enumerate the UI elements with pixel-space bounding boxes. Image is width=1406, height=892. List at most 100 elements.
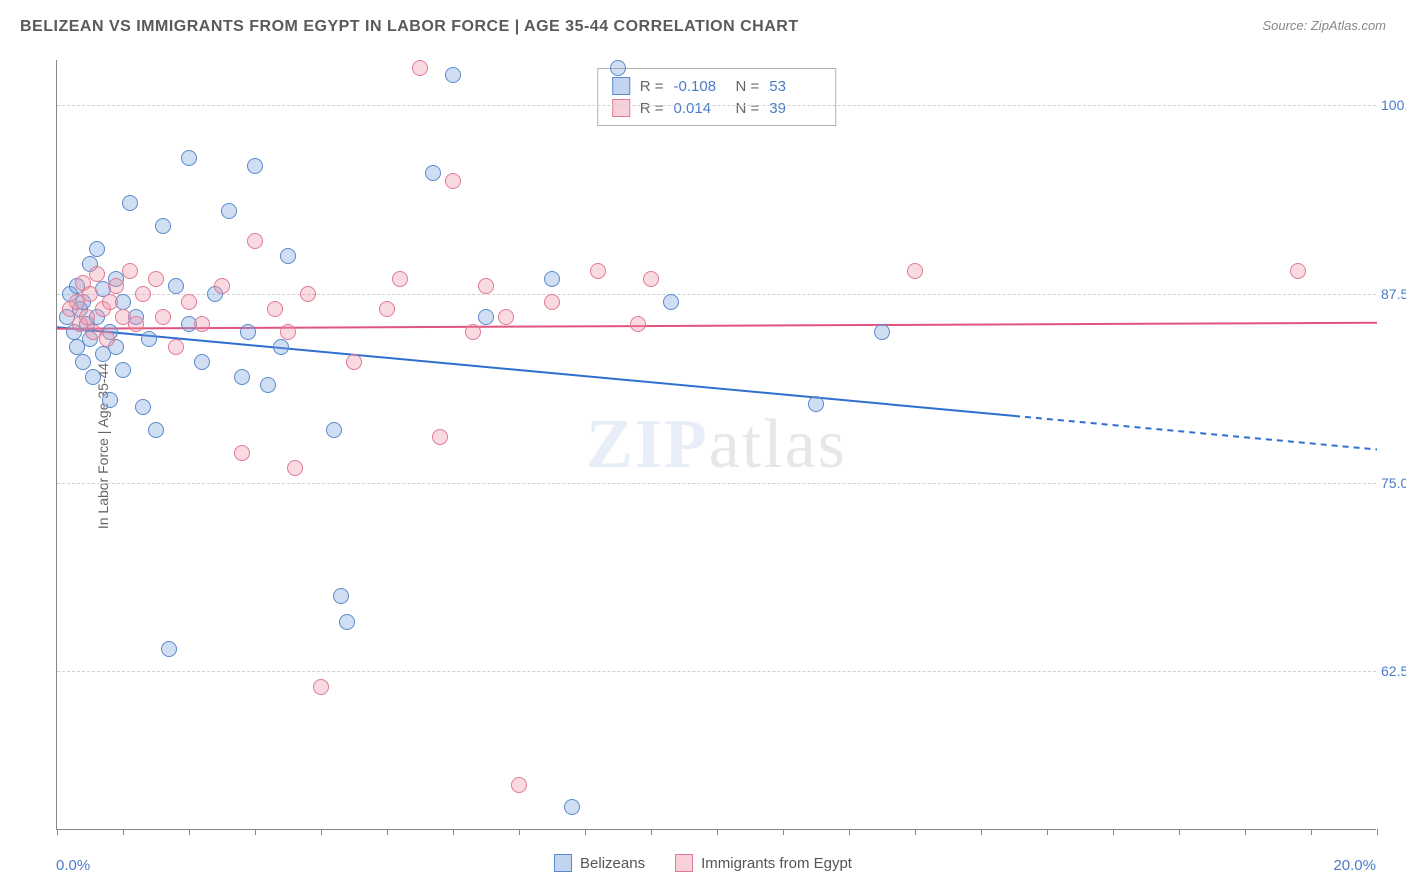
data-point — [247, 233, 263, 249]
n-label: N = — [736, 78, 760, 95]
data-point — [630, 316, 646, 332]
data-point — [333, 588, 349, 604]
data-point — [465, 324, 481, 340]
x-tick — [1245, 829, 1246, 835]
data-point — [643, 271, 659, 287]
data-point — [287, 460, 303, 476]
data-point — [300, 286, 316, 302]
data-point — [221, 203, 237, 219]
data-point — [168, 278, 184, 294]
gridline — [57, 294, 1376, 295]
legend-stats: R =-0.108N =53R =0.014N =39 — [597, 68, 837, 126]
data-point — [313, 679, 329, 695]
data-point — [260, 377, 276, 393]
r-label: R = — [640, 100, 664, 117]
data-point — [122, 263, 138, 279]
x-tick — [321, 829, 322, 835]
r-value: -0.108 — [674, 78, 726, 95]
x-axis-min-label: 0.0% — [56, 857, 90, 874]
x-tick — [1179, 829, 1180, 835]
chart-container: BELIZEAN VS IMMIGRANTS FROM EGYPT IN LAB… — [0, 0, 1406, 892]
x-axis-max-label: 20.0% — [1333, 857, 1376, 874]
n-value: 39 — [769, 100, 821, 117]
data-point — [75, 354, 91, 370]
x-tick — [1113, 829, 1114, 835]
gridline — [57, 483, 1376, 484]
data-point — [234, 445, 250, 461]
data-point — [99, 331, 115, 347]
data-point — [128, 316, 144, 332]
data-point — [214, 278, 230, 294]
data-point — [1290, 263, 1306, 279]
data-point — [425, 165, 441, 181]
data-point — [79, 309, 95, 325]
data-point — [155, 218, 171, 234]
data-point — [135, 399, 151, 415]
data-point — [82, 286, 98, 302]
legend-series-label: Belizeans — [580, 855, 645, 872]
data-point — [148, 422, 164, 438]
data-point — [108, 278, 124, 294]
data-point — [339, 614, 355, 630]
data-point — [181, 294, 197, 310]
data-point — [590, 263, 606, 279]
data-point — [135, 286, 151, 302]
y-tick-label: 75.0% — [1381, 475, 1406, 491]
trend-lines — [57, 60, 1377, 830]
legend-stats-row: R = -0.108 N = 53 — [612, 75, 822, 97]
x-tick — [519, 829, 520, 835]
data-point — [478, 278, 494, 294]
data-point — [194, 316, 210, 332]
data-point — [280, 324, 296, 340]
data-point — [280, 248, 296, 264]
x-tick — [783, 829, 784, 835]
data-point — [122, 195, 138, 211]
data-point — [498, 309, 514, 325]
x-tick — [189, 829, 190, 835]
x-tick — [651, 829, 652, 835]
legend-swatch — [675, 854, 693, 872]
data-point — [273, 339, 289, 355]
legend-swatch — [612, 77, 630, 95]
x-tick — [1047, 829, 1048, 835]
data-point — [445, 173, 461, 189]
data-point — [544, 271, 560, 287]
n-label: N = — [736, 100, 760, 117]
data-point — [808, 396, 824, 412]
x-tick — [57, 829, 58, 835]
data-point — [181, 150, 197, 166]
x-tick — [915, 829, 916, 835]
x-tick — [849, 829, 850, 835]
r-label: R = — [640, 78, 664, 95]
y-tick-label: 100.0% — [1381, 97, 1406, 113]
data-point — [115, 362, 131, 378]
data-point — [445, 67, 461, 83]
data-point — [148, 271, 164, 287]
legend-swatch — [612, 99, 630, 117]
n-value: 53 — [769, 78, 821, 95]
data-point — [432, 429, 448, 445]
data-point — [511, 777, 527, 793]
gridline — [57, 671, 1376, 672]
data-point — [478, 309, 494, 325]
x-tick — [387, 829, 388, 835]
data-point — [544, 294, 560, 310]
data-point — [267, 301, 283, 317]
legend-series: Belizeans Immigrants from Egypt — [554, 854, 852, 872]
x-tick — [123, 829, 124, 835]
legend-series-label: Immigrants from Egypt — [701, 855, 852, 872]
watermark: ZIPatlas — [586, 405, 847, 485]
plot-area: ZIPatlas R =-0.108N =53R =0.014N =39 62.… — [56, 60, 1376, 830]
chart-header: BELIZEAN VS IMMIGRANTS FROM EGYPT IN LAB… — [20, 18, 1386, 42]
data-point — [194, 354, 210, 370]
gridline — [57, 105, 1376, 106]
data-point — [392, 271, 408, 287]
data-point — [564, 799, 580, 815]
data-point — [874, 324, 890, 340]
data-point — [168, 339, 184, 355]
x-tick — [453, 829, 454, 835]
x-tick — [717, 829, 718, 835]
data-point — [346, 354, 362, 370]
data-point — [89, 241, 105, 257]
data-point — [89, 266, 105, 282]
